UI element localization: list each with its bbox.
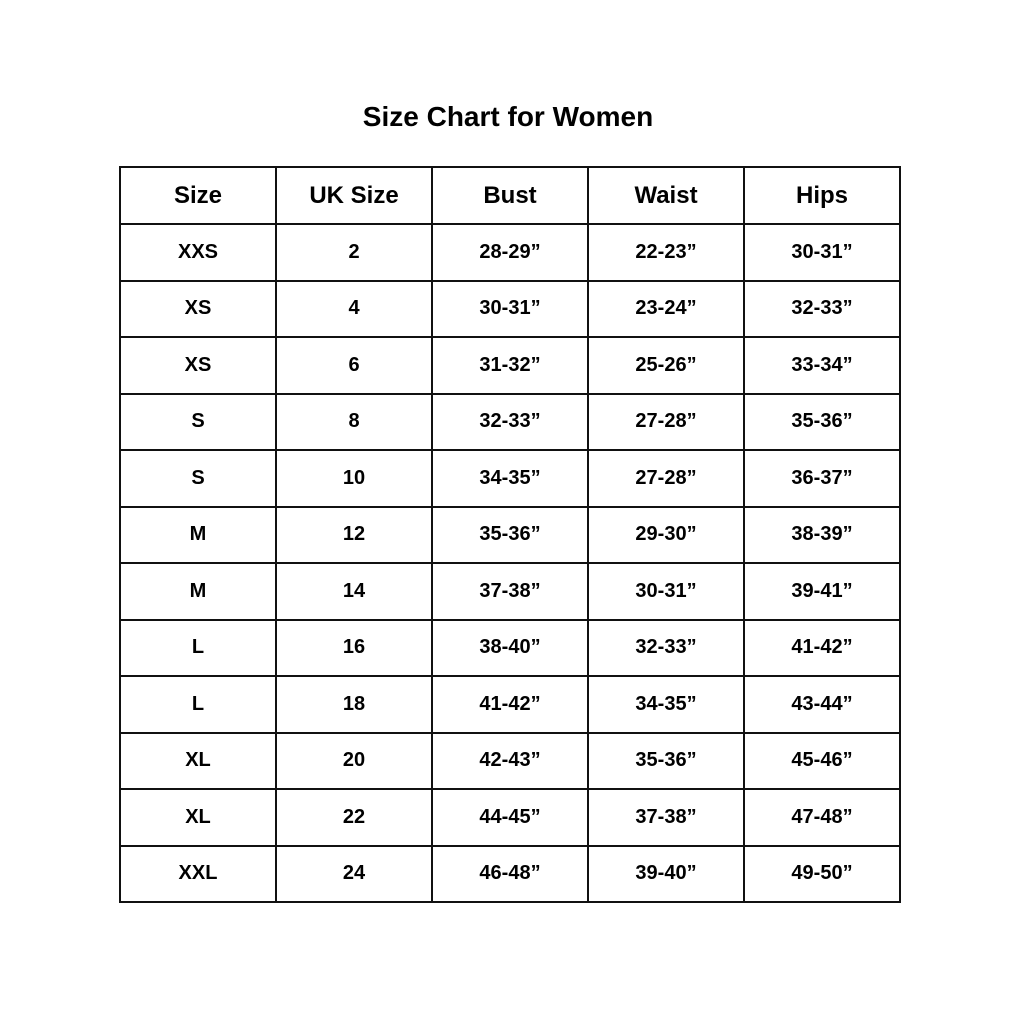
page-title: Size Chart for Women	[362, 101, 654, 132]
table-cell: L	[119, 618, 277, 677]
table-header-row: Size UK Size Bust Waist Hips	[119, 166, 901, 225]
table-row: XS 6 31-32” 25-26” 33-34”	[119, 336, 901, 395]
table-cell: 36-37”	[743, 449, 901, 508]
table-cell: 35-36”	[743, 392, 901, 451]
table-row: M 14 37-38” 30-31” 39-41”	[119, 562, 901, 621]
table-cell: 46-48”	[431, 844, 589, 903]
table-cell: 6	[275, 336, 433, 395]
table-cell: 18	[275, 675, 433, 734]
table-cell: S	[119, 392, 277, 451]
table-cell: 43-44”	[743, 675, 901, 734]
table-cell: 29-30”	[587, 505, 745, 564]
table-cell: 27-28”	[587, 392, 745, 451]
table-cell: 8	[275, 392, 433, 451]
table-cell: 16	[275, 618, 433, 677]
table-cell: 32-33”	[431, 392, 589, 451]
table-row: M 12 35-36” 29-30” 38-39”	[119, 505, 901, 564]
table-cell: 30-31”	[587, 562, 745, 621]
column-header: Waist	[587, 166, 745, 225]
table-cell: 22	[275, 788, 433, 847]
size-chart-table: Size UK Size Bust Waist Hips XXS 2 28-29” 22-23…	[119, 166, 901, 903]
table-cell: 35-36”	[431, 505, 589, 564]
table-cell: 39-40”	[587, 844, 745, 903]
table-cell: L	[119, 675, 277, 734]
table-cell: 37-38”	[431, 562, 589, 621]
table-cell: XS	[119, 336, 277, 395]
table-cell: 35-36”	[587, 731, 745, 790]
table-cell: XL	[119, 731, 277, 790]
table-cell: 24	[275, 844, 433, 903]
table-cell: 27-28”	[587, 449, 745, 508]
table-row: XL 22 44-45” 37-38” 47-48”	[119, 788, 901, 847]
table-cell: 34-35”	[587, 675, 745, 734]
table-cell: 10	[275, 449, 433, 508]
column-header: Size	[119, 166, 277, 225]
table-cell: 4	[275, 279, 433, 338]
table-cell: 23-24”	[587, 279, 745, 338]
table-cell: 30-31”	[431, 279, 589, 338]
column-header: Hips	[743, 166, 901, 225]
table-cell: 30-31”	[743, 223, 901, 282]
table-cell: 44-45”	[431, 788, 589, 847]
table-cell: 31-32”	[431, 336, 589, 395]
table-cell: 2	[275, 223, 433, 282]
table-cell: S	[119, 449, 277, 508]
table-cell: 32-33”	[743, 279, 901, 338]
column-header: Bust	[431, 166, 589, 225]
table-row: XXS 2 28-29” 22-23” 30-31”	[119, 223, 901, 282]
table-cell: 12	[275, 505, 433, 564]
table-cell: 37-38”	[587, 788, 745, 847]
table-cell: 47-48”	[743, 788, 901, 847]
table-cell: M	[119, 562, 277, 621]
table-row: XXL 24 46-48” 39-40” 49-50”	[119, 844, 901, 903]
column-header: UK Size	[275, 166, 433, 225]
table-cell: XS	[119, 279, 277, 338]
table-cell: 22-23”	[587, 223, 745, 282]
table-cell: 32-33”	[587, 618, 745, 677]
table-cell: M	[119, 505, 277, 564]
table-cell: 49-50”	[743, 844, 901, 903]
table-cell: 20	[275, 731, 433, 790]
table-row: XL 20 42-43” 35-36” 45-46”	[119, 731, 901, 790]
table-row: XS 4 30-31” 23-24” 32-33”	[119, 279, 901, 338]
table-cell: 39-41”	[743, 562, 901, 621]
table-row: S 10 34-35” 27-28” 36-37”	[119, 449, 901, 508]
table-cell: 33-34”	[743, 336, 901, 395]
table-cell: 41-42”	[431, 675, 589, 734]
table-cell: 45-46”	[743, 731, 901, 790]
table-cell: 28-29”	[431, 223, 589, 282]
table-cell: 34-35”	[431, 449, 589, 508]
table-row: L 16 38-40” 32-33” 41-42”	[119, 618, 901, 677]
table-cell: 38-40”	[431, 618, 589, 677]
table-cell: 38-39”	[743, 505, 901, 564]
table-row: L 18 41-42” 34-35” 43-44”	[119, 675, 901, 734]
table-cell: XL	[119, 788, 277, 847]
table-cell: 14	[275, 562, 433, 621]
table-cell: XXS	[119, 223, 277, 282]
table-cell: XXL	[119, 844, 277, 903]
table-cell: 42-43”	[431, 731, 589, 790]
table-cell: 41-42”	[743, 618, 901, 677]
table-cell: 25-26”	[587, 336, 745, 395]
table-row: S 8 32-33” 27-28” 35-36”	[119, 392, 901, 451]
